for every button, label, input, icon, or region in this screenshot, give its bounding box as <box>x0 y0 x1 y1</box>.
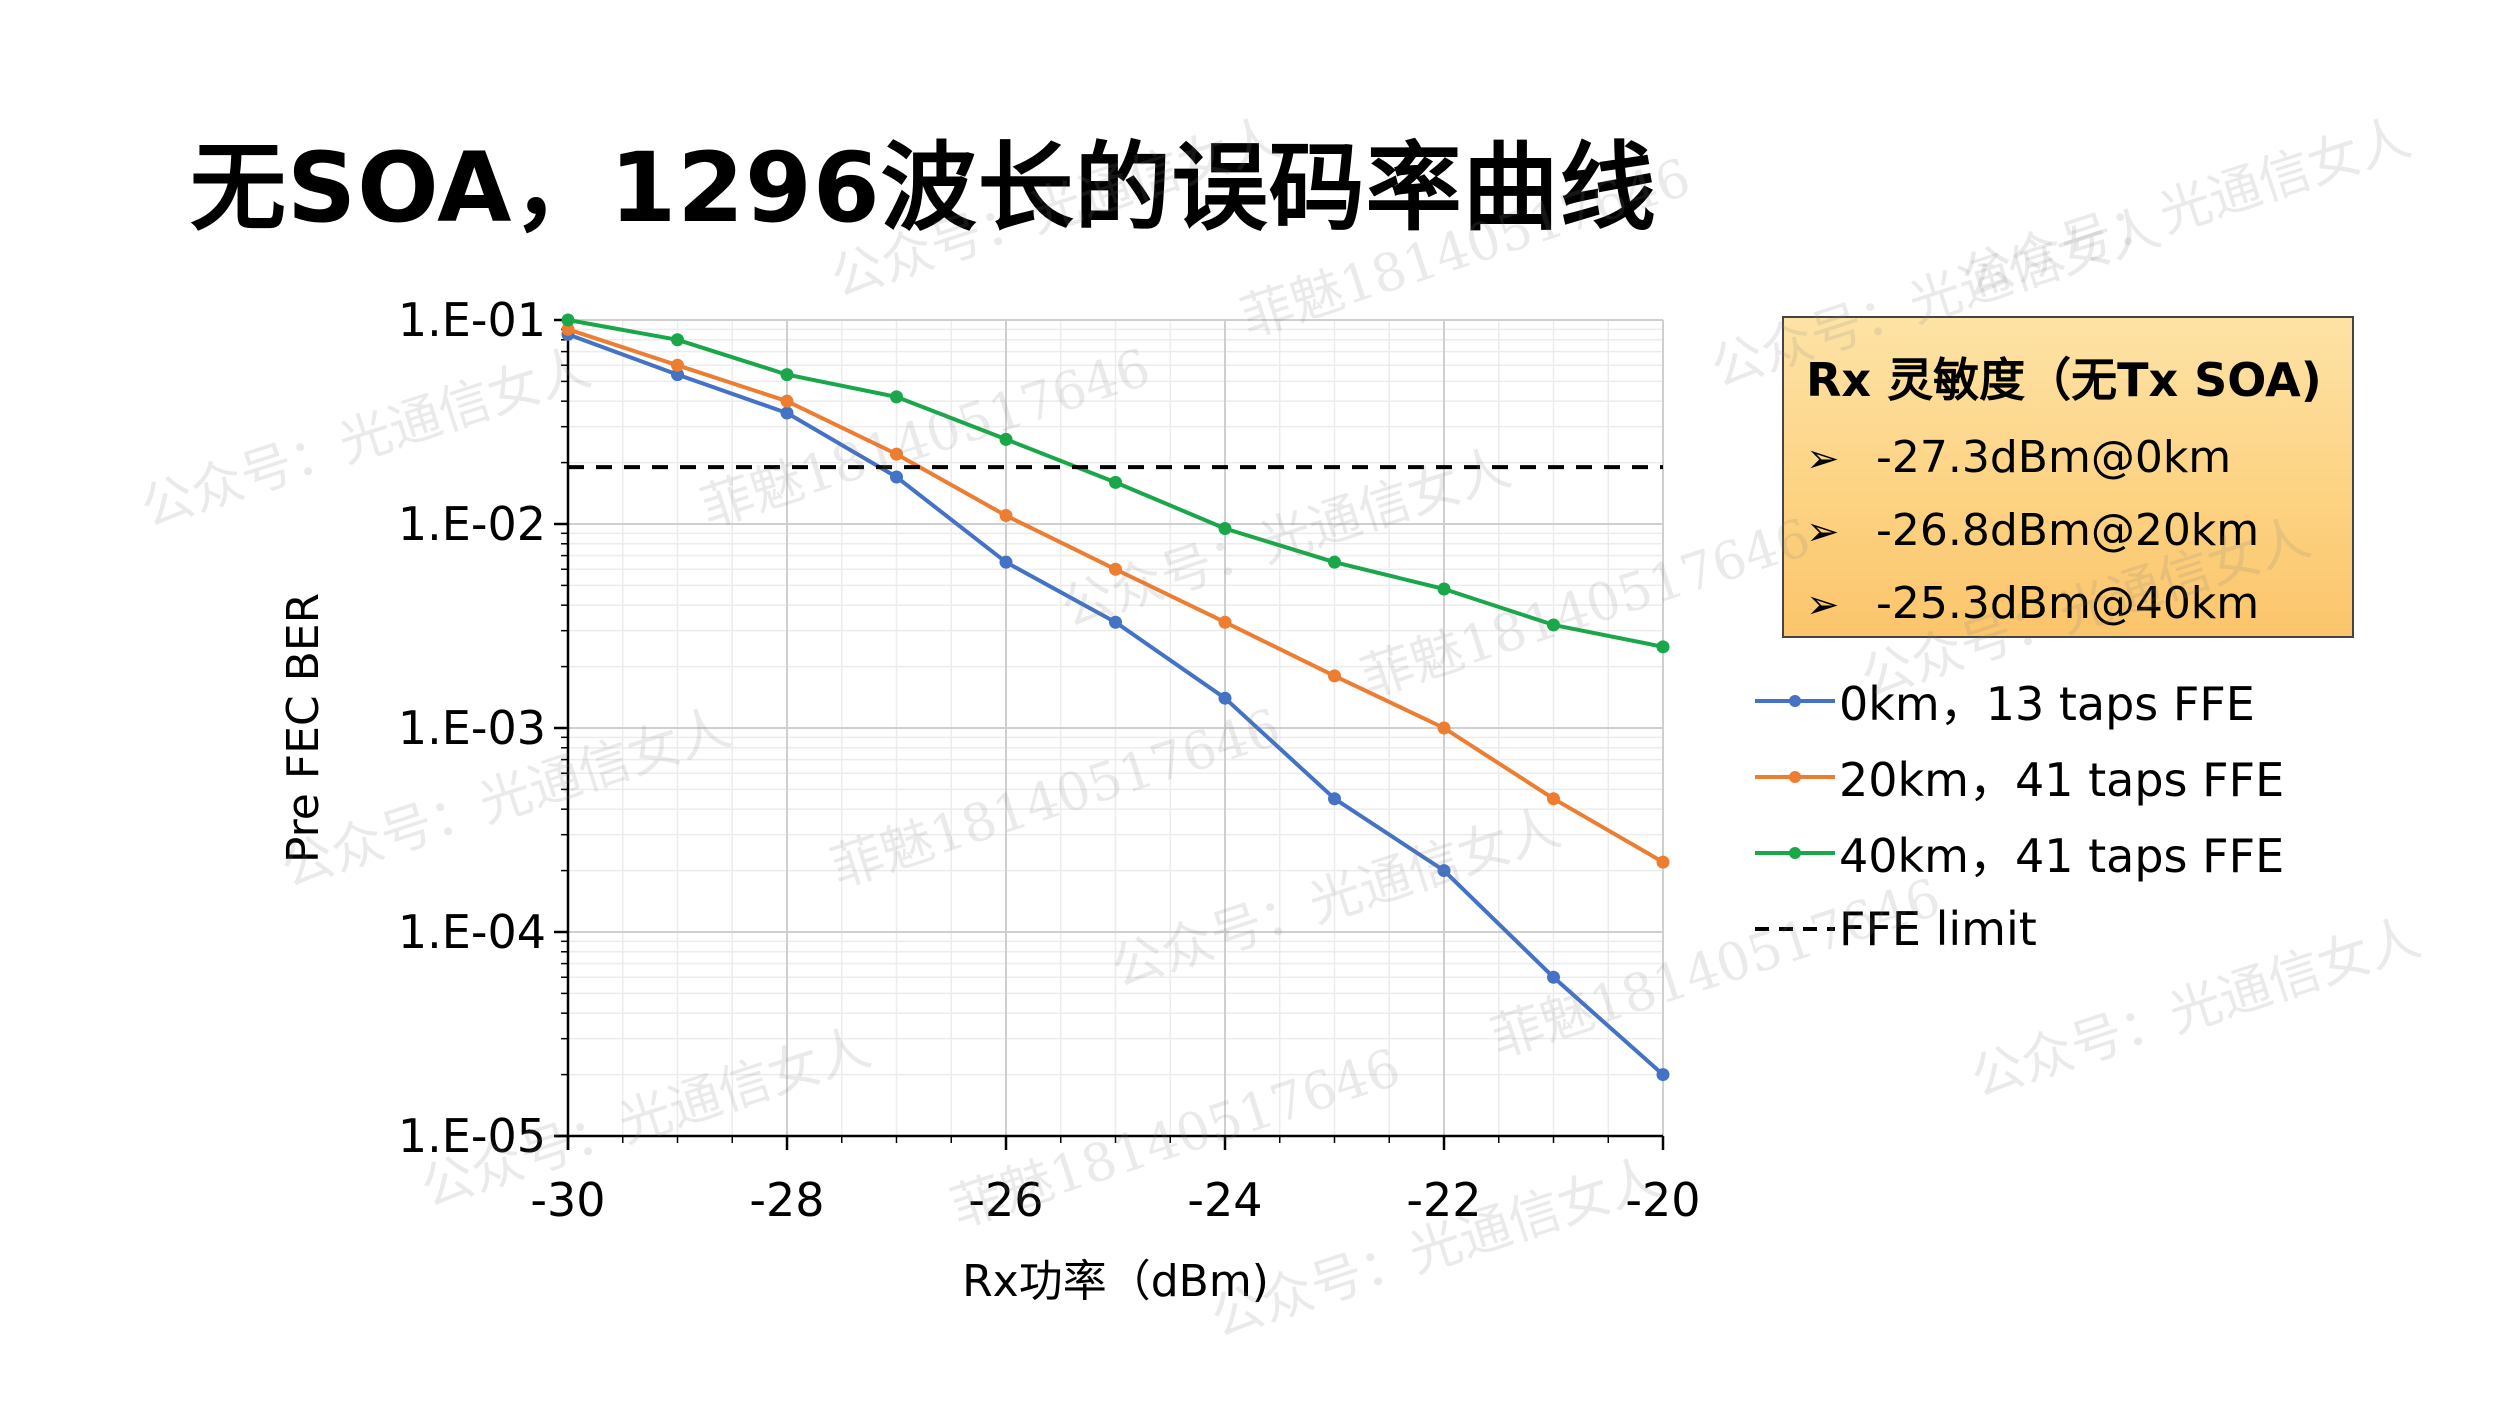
data-point <box>1547 970 1560 984</box>
legend-item-20km: 20km，41 taps FFE <box>1755 747 2284 807</box>
y-axis-title: Pre FEC BER <box>278 593 329 863</box>
sensitivity-item: ➢ -25.3dBm@40km <box>1806 578 2330 629</box>
legend-label: FFE limit <box>1839 902 2037 956</box>
y-tick-label: 1.E-04 <box>398 905 546 959</box>
data-point <box>1656 1068 1670 1082</box>
data-point <box>890 390 903 404</box>
data-point <box>999 555 1013 569</box>
sensitivity-item: ➢ -27.3dBm@0km <box>1806 432 2330 483</box>
series-0 <box>561 327 1670 1082</box>
arrow-bullet-icon: ➢ <box>1806 509 1840 555</box>
chart-grid <box>567 319 1664 1137</box>
legend-label: 0km，13 taps FFE <box>1839 677 2255 731</box>
data-point <box>890 447 903 461</box>
data-point <box>671 333 684 347</box>
chart-axes <box>554 318 1665 1150</box>
data-point <box>780 394 794 408</box>
chart-labels: 1.E-01 1.E-02 1.E-03 1.E-04 1.E-05 -30 -28 -26 -… <box>278 293 1701 1307</box>
data-point <box>671 368 684 382</box>
legend-item-40km: 40km，41 taps FFE <box>1755 823 2284 883</box>
y-tick-label: 1.E-01 <box>398 293 546 347</box>
legend-label: 40km，41 taps FFE <box>1839 829 2285 883</box>
x-tick-label: -24 <box>1187 1173 1262 1227</box>
arrow-bullet-icon: ➢ <box>1806 436 1840 482</box>
legend-marker-40km <box>1755 847 1835 859</box>
data-point <box>1547 792 1560 806</box>
data-point <box>890 470 903 484</box>
data-point <box>780 368 794 382</box>
data-point <box>999 509 1013 523</box>
series-2 <box>561 313 1670 654</box>
data-point <box>1437 582 1451 596</box>
y-tick-label: 1.E-02 <box>398 497 546 551</box>
data-point <box>1328 669 1341 683</box>
data-point <box>1328 555 1341 569</box>
legend-marker-0km <box>1755 695 1835 707</box>
data-point <box>1218 522 1232 536</box>
data-point <box>1218 615 1232 629</box>
legend-marker-ffe-limit <box>1755 927 1835 931</box>
x-tick-label: -28 <box>749 1173 824 1227</box>
data-point <box>1109 615 1122 629</box>
data-point <box>1109 562 1122 576</box>
data-point <box>1656 855 1670 869</box>
data-point <box>780 406 794 420</box>
y-tick-label: 1.E-05 <box>398 1109 546 1163</box>
legend-marker-20km <box>1755 771 1835 783</box>
sensitivity-value: -26.8dBm@20km <box>1876 505 2260 556</box>
slide-title: 无SOA，1296波长的误码率曲线 <box>190 132 1657 244</box>
data-point <box>1656 640 1670 654</box>
legend-item-0km: 0km，13 taps FFE <box>1755 671 2255 731</box>
sensitivity-item: ➢ -26.8dBm@20km <box>1806 505 2330 556</box>
sensitivity-value: -25.3dBm@40km <box>1876 578 2260 629</box>
data-point <box>999 432 1013 446</box>
data-point <box>561 322 575 336</box>
legend-label: 20km，41 taps FFE <box>1839 753 2285 807</box>
data-point <box>1218 691 1232 705</box>
sensitivity-value: -27.3dBm@0km <box>1876 432 2232 483</box>
x-tick-label: -20 <box>1625 1173 1700 1227</box>
data-point <box>561 313 575 327</box>
x-axis-title: Rx功率（dBm) <box>962 1256 1269 1307</box>
data-point <box>1437 721 1451 735</box>
data-point <box>1328 792 1341 806</box>
sensitivity-box: Rx 灵敏度（无Tx SOA) ➢ -27.3dBm@0km ➢ -26.8dBm@… <box>1782 316 2354 638</box>
data-point <box>1547 618 1560 632</box>
data-point <box>1109 475 1122 489</box>
series-1 <box>561 322 1670 869</box>
x-tick-label: -26 <box>968 1173 1043 1227</box>
x-tick-label: -22 <box>1406 1173 1481 1227</box>
data-point <box>1437 864 1451 878</box>
data-point <box>671 358 684 372</box>
arrow-bullet-icon: ➢ <box>1806 582 1840 628</box>
y-tick-label: 1.E-03 <box>398 701 546 755</box>
chart-series <box>561 313 1670 1082</box>
legend-item-ffe-limit: FFE limit <box>1755 899 2037 959</box>
x-tick-label: -30 <box>530 1173 605 1227</box>
sensitivity-title: Rx 灵敏度（无Tx SOA) <box>1806 353 2322 407</box>
